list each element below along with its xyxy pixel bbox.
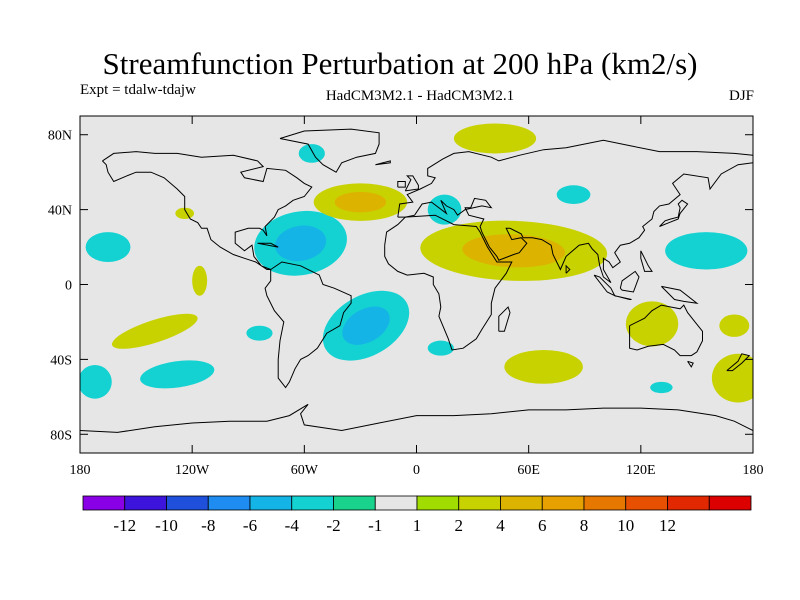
anomaly-region — [504, 350, 583, 384]
coastline — [257, 242, 279, 248]
colorbar-swatch — [124, 495, 167, 511]
coastline — [614, 295, 632, 300]
anomaly-region — [80, 365, 112, 399]
coastline — [629, 304, 703, 357]
colorbar-swatch — [583, 495, 627, 511]
colorbar-swatch — [333, 495, 376, 511]
colorbar-label: 1 — [413, 516, 422, 535]
coastline — [279, 128, 380, 173]
x-tick-label: 60E — [517, 463, 540, 478]
anomaly-core — [342, 306, 390, 345]
anomaly-region — [625, 301, 679, 347]
anomaly-region — [298, 144, 325, 163]
axis-ticks: 80N 40N 0 40S 80S 180 120W 60W 0 60E 120E 180 — [48, 116, 764, 478]
y-tick-label: 40N — [48, 204, 72, 219]
anomaly-core — [334, 191, 387, 213]
coastlines — [80, 128, 753, 433]
anomaly-core — [462, 234, 566, 268]
coastline — [661, 285, 699, 304]
anomaly-region — [175, 207, 195, 219]
coastline — [404, 175, 419, 192]
x-tick-label: 120E — [626, 463, 656, 478]
colorbar-label: -2 — [326, 516, 340, 535]
anomaly-region — [556, 185, 591, 204]
anomaly-region — [111, 313, 198, 349]
coastline — [687, 360, 694, 368]
coastline — [397, 139, 753, 218]
x-tick-label: 60W — [291, 463, 319, 478]
coastline — [102, 151, 313, 270]
colorbar-label: -8 — [201, 516, 215, 535]
anomaly-region — [192, 265, 208, 296]
y-tick-label: 40S — [50, 353, 72, 368]
colorbar-swatch — [667, 495, 710, 511]
colorbar: -12 -10 -8 -6 -4 -2 -1 1 2 4 6 8 10 12 — [82, 495, 752, 535]
model-label: HadCM3M2.1 - HadCM3M2.1 — [325, 88, 515, 104]
y-tick-label: 80N — [48, 129, 72, 144]
coastline — [80, 403, 753, 433]
coastline — [375, 160, 391, 166]
colorbar-swatch — [625, 495, 668, 511]
colorbar-swatch — [374, 495, 418, 511]
coastline — [726, 353, 751, 372]
colorbar-swatch — [291, 495, 334, 511]
x-tick-label: 0 — [413, 463, 420, 478]
colorbar-swatch — [166, 495, 209, 511]
anomaly-region — [85, 232, 131, 263]
colorbar-label: -12 — [113, 516, 136, 535]
colorbar-label: 10 — [617, 516, 634, 535]
anomaly-region — [650, 381, 673, 394]
colorbar-label: 6 — [538, 516, 547, 535]
coastline — [384, 214, 513, 351]
coastline — [640, 250, 653, 272]
map-title: Streamfunction Perturbation at 200 hPa (… — [102, 46, 698, 81]
colorbar-label: -4 — [285, 516, 300, 535]
x-tick-label: 120W — [175, 463, 210, 478]
colorbar-swatch — [207, 495, 251, 511]
coastline — [619, 270, 640, 293]
colorbar-label: -6 — [243, 516, 257, 535]
anomaly-region — [453, 123, 537, 154]
y-tick-label: 80S — [50, 428, 72, 443]
colorbar-label: 4 — [496, 516, 505, 535]
coastline — [498, 306, 511, 332]
experiment-label: Expt = tdalw-tdajw — [80, 82, 196, 98]
map-background — [80, 116, 753, 453]
coastline — [659, 199, 689, 227]
coastline — [264, 261, 352, 389]
anomaly-layer — [80, 123, 753, 403]
colorbar-swatch — [500, 495, 543, 511]
x-tick-label: 180 — [743, 463, 764, 478]
x-tick-label: 180 — [70, 463, 91, 478]
colorbar-label: 8 — [580, 516, 589, 535]
colorbar-label: -1 — [368, 516, 382, 535]
colorbar-swatch — [708, 495, 752, 511]
colorbar-label: 2 — [455, 516, 464, 535]
coastline — [397, 162, 753, 284]
anomaly-region — [140, 360, 215, 389]
coastline — [397, 181, 406, 188]
anomaly-region — [711, 353, 753, 403]
anomaly-region — [427, 340, 454, 356]
colorbar-swatch — [249, 495, 293, 511]
colorbar-swatch — [541, 495, 585, 511]
colorbar-label: 12 — [659, 516, 676, 535]
y-tick-label: 0 — [65, 279, 72, 294]
anomaly-core — [275, 225, 327, 262]
anomaly-region — [719, 314, 750, 337]
colorbar-label: -10 — [155, 516, 178, 535]
anomaly-region — [665, 232, 748, 270]
season-label: DJF — [728, 88, 754, 104]
colorbar-swatch — [416, 495, 460, 511]
colorbar-swatch — [458, 495, 501, 511]
anomaly-region — [246, 325, 273, 341]
colorbar-swatch — [82, 495, 126, 511]
coastline — [593, 274, 616, 297]
coastline — [565, 264, 571, 274]
